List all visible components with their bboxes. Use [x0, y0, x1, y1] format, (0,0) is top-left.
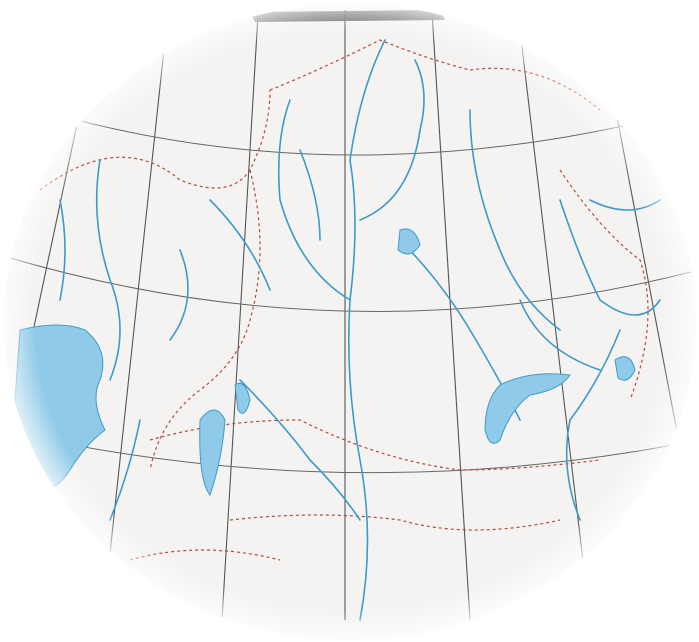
edge-fade: [4, 4, 696, 640]
map-view: [4, 4, 696, 640]
map: [4, 4, 696, 640]
